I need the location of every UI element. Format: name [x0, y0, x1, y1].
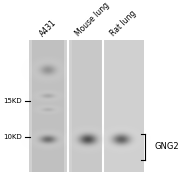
Text: 15KD: 15KD: [4, 98, 22, 104]
Text: Mouse lung: Mouse lung: [73, 1, 111, 39]
Text: A431: A431: [38, 18, 59, 39]
FancyBboxPatch shape: [32, 40, 64, 172]
Text: Rat lung: Rat lung: [109, 9, 138, 39]
Text: 10KD: 10KD: [4, 134, 22, 140]
FancyBboxPatch shape: [105, 40, 137, 172]
Text: GNG2: GNG2: [155, 142, 179, 151]
FancyBboxPatch shape: [29, 40, 144, 172]
FancyBboxPatch shape: [72, 40, 104, 172]
